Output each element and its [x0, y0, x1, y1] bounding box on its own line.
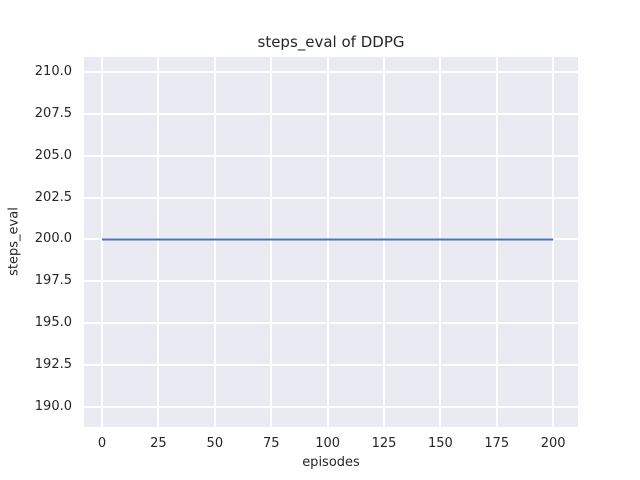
- grid-line-y: [84, 154, 578, 157]
- x-tick-label: 50: [206, 436, 224, 451]
- x-tick-label: 200: [540, 436, 566, 451]
- grid-line-x: [383, 57, 385, 427]
- grid-line-y: [84, 71, 578, 74]
- y-axis-label: steps_eval: [6, 207, 22, 276]
- grid-line-y: [84, 364, 578, 367]
- y-tick-label: 207.5: [34, 105, 72, 121]
- grid-line-x: [157, 57, 160, 427]
- grid-line-y: [84, 405, 578, 408]
- grid-line-y: [84, 112, 578, 115]
- grid-line-x: [439, 57, 442, 427]
- y-tick-label: 192.5: [34, 357, 72, 373]
- x-axis-label: episodes: [302, 455, 360, 470]
- y-tick-label: 190.0: [34, 398, 72, 414]
- grid-line-x: [101, 57, 104, 427]
- grid-line-x: [552, 57, 555, 427]
- y-tick-label: 197.5: [34, 273, 72, 289]
- x-tick-label: 100: [315, 436, 341, 451]
- y-tick-label: 200.0: [34, 231, 72, 247]
- y-tick-label: 205.0: [34, 147, 72, 163]
- grid-line-y: [84, 280, 578, 283]
- grid-line-x: [495, 57, 498, 427]
- y-tick-label: 210.0: [34, 64, 72, 80]
- chart-title: steps_eval of DDPG: [257, 33, 405, 51]
- grid-line-y: [84, 322, 578, 325]
- data-series-layer: [102, 238, 554, 241]
- x-tick-label: 175: [484, 436, 510, 451]
- grid-line-x: [270, 57, 273, 427]
- grid-line-x: [326, 57, 329, 427]
- x-tick-label: 25: [150, 436, 167, 451]
- y-tick-label: 195.0: [34, 315, 72, 331]
- x-tick-label: 150: [427, 436, 453, 451]
- x-tick-label: 0: [97, 436, 107, 451]
- grid-line-y: [84, 196, 578, 199]
- y-tick-label: 202.5: [34, 189, 72, 205]
- x-tick-label: 125: [371, 436, 397, 451]
- grid-line-x: [213, 57, 216, 427]
- x-tick-label: 75: [262, 436, 280, 451]
